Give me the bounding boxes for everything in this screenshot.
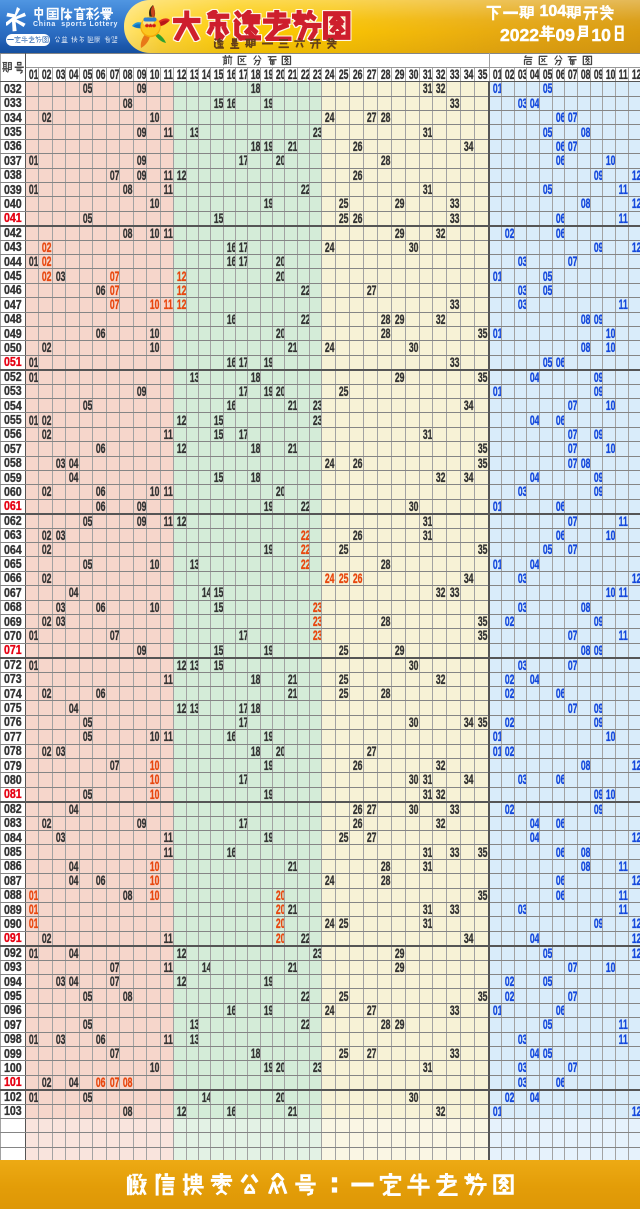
svg-text:***: *** [145,23,156,32]
